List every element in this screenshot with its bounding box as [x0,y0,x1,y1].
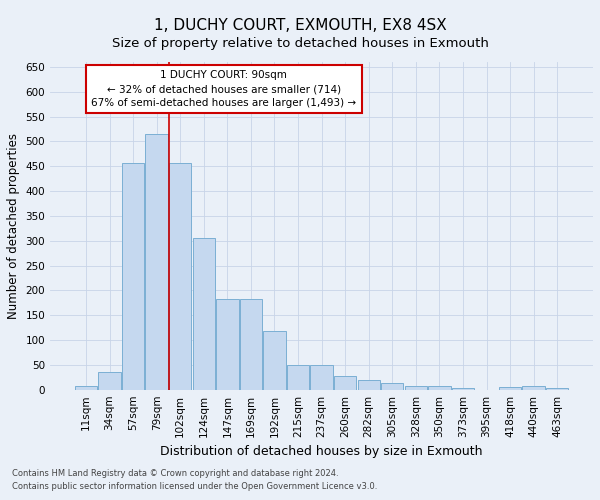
Text: 1 DUCHY COURT: 90sqm
← 32% of detached houses are smaller (714)
67% of semi-deta: 1 DUCHY COURT: 90sqm ← 32% of detached h… [91,70,356,108]
Bar [358,380,380,390]
Bar [122,163,144,390]
Bar [523,386,545,390]
Bar [381,384,403,390]
Bar [98,372,121,390]
Text: 1, DUCHY COURT, EXMOUTH, EX8 4SX: 1, DUCHY COURT, EXMOUTH, EX8 4SX [154,18,446,32]
Text: Size of property relative to detached houses in Exmouth: Size of property relative to detached ho… [112,38,488,51]
Y-axis label: Number of detached properties: Number of detached properties [7,133,20,319]
Bar [310,365,333,390]
Text: Contains public sector information licensed under the Open Government Licence v3: Contains public sector information licen… [12,482,377,491]
Bar [216,299,239,390]
Text: Contains HM Land Registry data © Crown copyright and database right 2024.: Contains HM Land Registry data © Crown c… [12,468,338,477]
Bar [428,386,451,390]
Bar [452,388,474,390]
Bar [546,388,568,390]
Bar [263,330,286,390]
Bar [287,365,309,390]
Bar [240,299,262,390]
Bar [499,387,521,390]
X-axis label: Distribution of detached houses by size in Exmouth: Distribution of detached houses by size … [160,445,483,458]
Bar [145,134,168,390]
Bar [334,376,356,390]
Bar [75,386,97,390]
Bar [404,386,427,390]
Bar [193,238,215,390]
Bar [169,163,191,390]
